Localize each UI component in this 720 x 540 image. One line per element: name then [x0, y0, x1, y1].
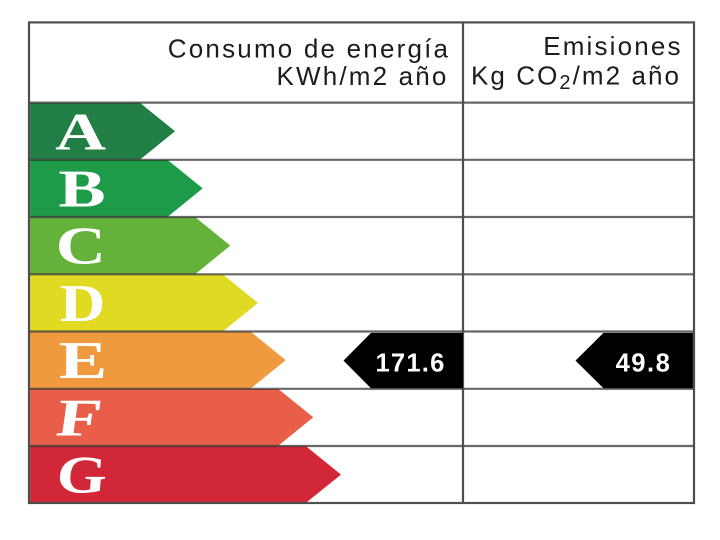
- svg-text:Kg CO2/m2 año: Kg CO2/m2 año: [471, 61, 681, 95]
- svg-text:B: B: [58, 159, 105, 218]
- svg-text:KWh/m2 año: KWh/m2 año: [277, 61, 449, 91]
- svg-text:D: D: [60, 274, 106, 333]
- svg-text:171.6: 171.6: [375, 350, 445, 378]
- svg-text:Consumo de energía: Consumo de energía: [168, 33, 450, 63]
- svg-text:Emisiones: Emisiones: [543, 31, 683, 61]
- svg-text:C: C: [56, 217, 106, 275]
- svg-text:49.8: 49.8: [616, 350, 672, 378]
- svg-text:E: E: [59, 331, 107, 390]
- svg-text:G: G: [54, 445, 109, 504]
- svg-text:A: A: [55, 103, 106, 162]
- svg-text:F: F: [53, 388, 106, 447]
